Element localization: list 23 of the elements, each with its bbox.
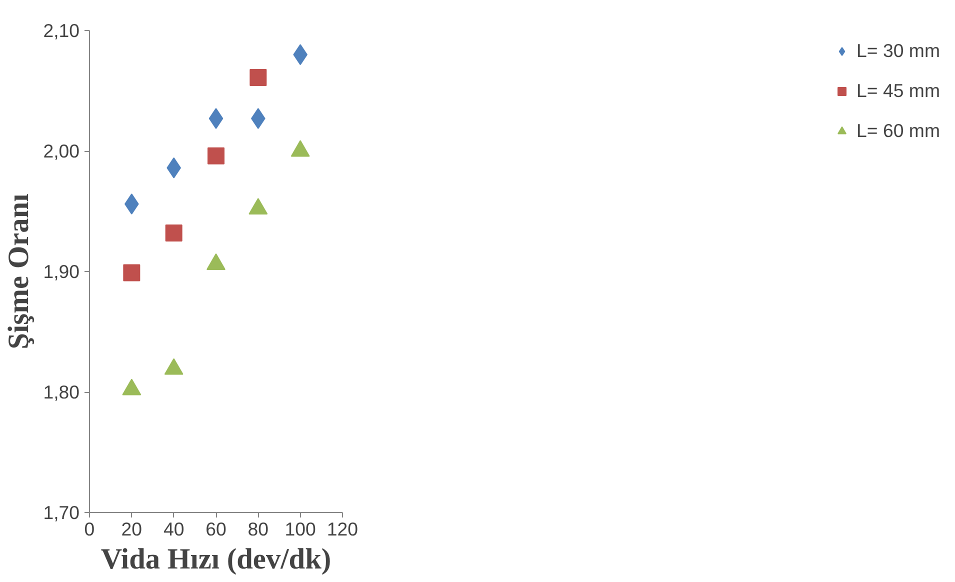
legend-label: L= 60 mm (856, 120, 940, 142)
y-axis-title: Şişme Oranı (3, 194, 36, 350)
x-axis-title: Vida Hızı (dev/dk) (100, 544, 332, 576)
legend-label: L= 30 mm (856, 40, 940, 62)
y-tick-label: 2,10 (43, 20, 80, 41)
point (208, 147, 224, 164)
point (164, 358, 184, 375)
point (206, 253, 226, 270)
legend-label: L= 45 mm (856, 80, 940, 102)
point (165, 224, 182, 242)
x-tick-label: 100 (284, 518, 316, 540)
point (250, 68, 267, 86)
point (122, 378, 142, 396)
y-tick-label: 2,00 (43, 140, 80, 162)
y-tick-label: 1,90 (43, 261, 80, 282)
y-tick-label: 1,80 (43, 382, 80, 402)
y-tick-label: 1,70 (43, 502, 80, 523)
x-tick-label: 0 (84, 518, 95, 540)
x-tick-label: 60 (206, 518, 226, 540)
x-tick-label: 80 (248, 518, 269, 540)
x-tick-label: 40 (163, 518, 184, 540)
x-tick-label: 20 (121, 518, 142, 540)
x-tick-label: 120 (326, 518, 358, 540)
